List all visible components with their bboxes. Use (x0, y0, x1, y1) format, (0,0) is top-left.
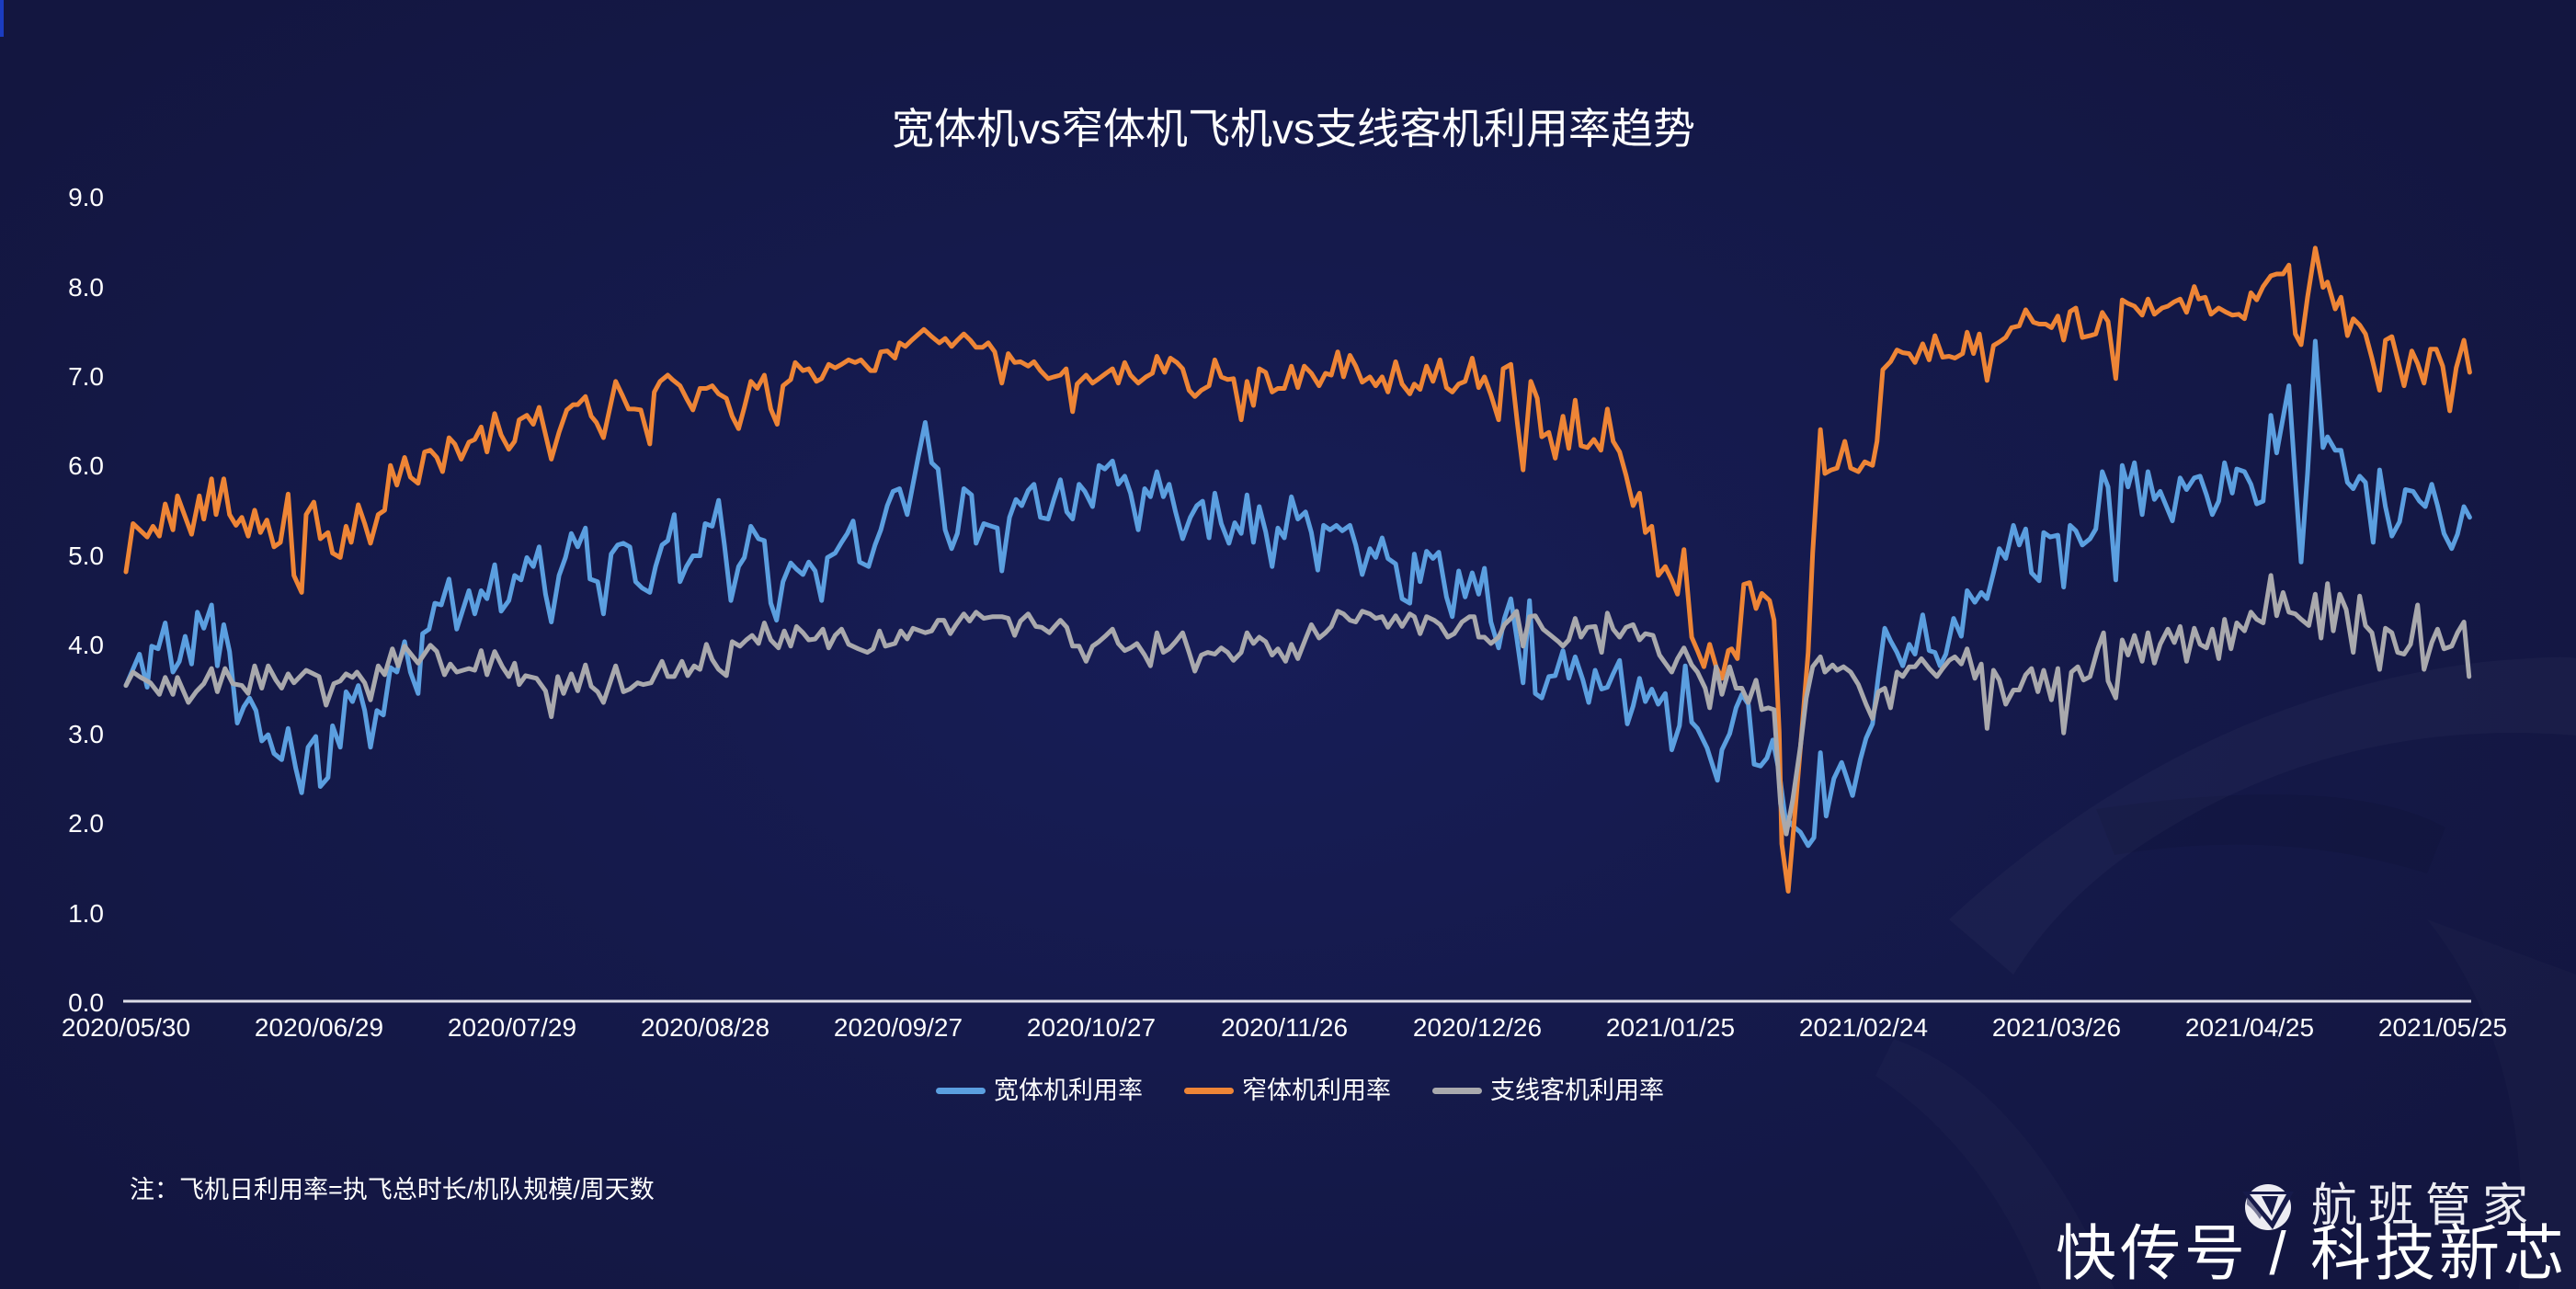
legend-line-swatch-icon (1432, 1087, 1482, 1094)
x-tick-label: 2020/08/28 (640, 1013, 770, 1042)
chart-footnote: 注：飞机日利用率=执飞总时长/机队规模/周天数 (130, 1176, 655, 1203)
x-tick-label: 2020/11/26 (1220, 1013, 1349, 1042)
y-tick-label: 1.0 (68, 898, 104, 928)
series-line-regional (123, 573, 2472, 837)
x-tick-label: 2020/12/26 (1412, 1013, 1543, 1042)
chart-legend: 宽体机利用率 窄体机利用率 支线客机利用率 (936, 1074, 1705, 1107)
globe-plane-logo-icon (2242, 1184, 2294, 1230)
chart-title: 宽体机vs窄体机飞机vs支线客机利用率趋势 (892, 105, 1695, 153)
x-tick-label: 2021/04/25 (2184, 1013, 2315, 1042)
legend-label: 支线客机利用率 (1490, 1077, 1664, 1104)
legend-label: 窄体机利用率 (1242, 1077, 1391, 1104)
legend-item-narrow-body[interactable]: 窄体机利用率 (1184, 1074, 1391, 1107)
x-tick-label: 2020/06/29 (254, 1013, 384, 1042)
y-tick-label: 2.0 (68, 809, 104, 838)
y-tick-label: 4.0 (68, 630, 104, 659)
legend-label: 宽体机利用率 (994, 1077, 1143, 1104)
x-tick-label: 2020/05/30 (61, 1013, 191, 1042)
legend-item-regional[interactable]: 支线客机利用率 (1432, 1074, 1664, 1107)
series-line-wide-body (123, 338, 2472, 849)
y-tick-label: 9.0 (68, 183, 104, 212)
accent-bar (0, 0, 4, 37)
x-tick-label: 2021/05/25 (2377, 1013, 2508, 1042)
series-line-narrow-body (123, 245, 2472, 894)
x-tick-label: 2021/03/26 (1991, 1013, 2122, 1042)
y-tick-label: 8.0 (68, 272, 104, 302)
source-watermark: 快传号 / 科技新芯 (2056, 1219, 2569, 1287)
x-tick-label: 2020/10/27 (1026, 1013, 1157, 1042)
x-tick-label: 2021/01/25 (1605, 1013, 1736, 1042)
brand-name: 航班管家 (2311, 1180, 2539, 1231)
legend-item-wide-body[interactable]: 宽体机利用率 (936, 1074, 1143, 1107)
brand-watermark: 航班管家 (2241, 1179, 2539, 1232)
y-tick-label: 3.0 (68, 720, 104, 749)
y-tick-label: 7.0 (68, 361, 104, 391)
y-tick-label: 5.0 (68, 541, 104, 570)
y-tick-label: 0.0 (68, 988, 104, 1017)
y-tick-label: 6.0 (68, 451, 104, 481)
legend-line-swatch-icon (936, 1087, 986, 1094)
x-tick-label: 2020/09/27 (833, 1013, 963, 1042)
legend-line-swatch-icon (1184, 1087, 1234, 1094)
x-tick-label: 2020/07/29 (447, 1013, 577, 1042)
x-tick-label: 2021/02/24 (1798, 1013, 1929, 1042)
